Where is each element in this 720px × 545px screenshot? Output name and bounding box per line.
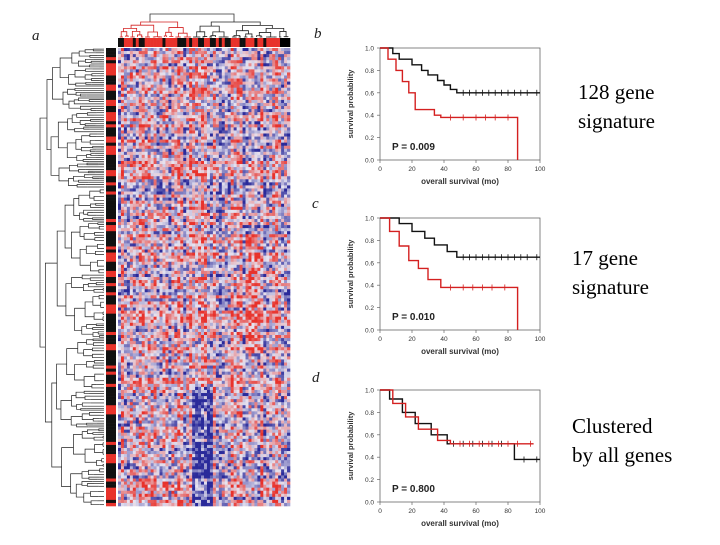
km-plot-d: 0.0 0.2 0.4 0.6 0.8 1.0 0 20 40 60 80 100 overall su… bbox=[336, 382, 546, 542]
x-tick-label: 0 bbox=[378, 166, 382, 173]
y-tick-label: 0.2 bbox=[365, 477, 374, 484]
km-chart-b: 0.0 0.2 0.4 0.6 0.8 1.0 0 20 40 60 80 100 overall su… bbox=[336, 40, 546, 195]
x-tick-label: 20 bbox=[408, 336, 416, 343]
x-tick-label: 100 bbox=[535, 508, 546, 515]
y-tick-label: 0.0 bbox=[365, 328, 374, 335]
y-tick-label: 0.8 bbox=[365, 238, 374, 245]
x-axis-label: overall survival (mo) bbox=[421, 347, 499, 356]
x-tick-label: 60 bbox=[472, 166, 480, 173]
sample-annotation-bar bbox=[118, 38, 290, 47]
y-tick-label: 0.0 bbox=[365, 500, 374, 507]
x-tick-label: 0 bbox=[378, 508, 382, 515]
x-tick-label: 100 bbox=[535, 166, 546, 173]
caption-c-line-1: 17 gene bbox=[572, 244, 649, 273]
x-axis-label: overall survival (mo) bbox=[421, 519, 499, 528]
y-axis-label: survival probability bbox=[346, 69, 355, 139]
caption-b-line-1: 128 gene bbox=[578, 78, 655, 107]
x-tick-label: 40 bbox=[440, 166, 448, 173]
km-plot-b: 0.0 0.2 0.4 0.6 0.8 1.0 0 20 40 60 80 100 overall su… bbox=[336, 40, 546, 200]
y-tick-label: 0.4 bbox=[365, 455, 374, 462]
x-tick-label: 20 bbox=[408, 508, 416, 515]
y-tick-label: 1.0 bbox=[365, 46, 374, 53]
caption-b: 128 gene signature bbox=[578, 78, 655, 136]
x-axis-label: overall survival (mo) bbox=[421, 177, 499, 186]
caption-c-line-2: signature bbox=[572, 273, 649, 302]
y-tick-label: 0.6 bbox=[365, 260, 374, 267]
x-tick-label: 0 bbox=[378, 336, 382, 343]
caption-b-line-2: signature bbox=[578, 107, 655, 136]
y-tick-label: 0.6 bbox=[365, 90, 374, 97]
gene-annotation-bar bbox=[106, 48, 116, 506]
y-tick-label: 1.0 bbox=[365, 216, 374, 223]
heatmap-figure bbox=[0, 0, 330, 540]
x-tick-label: 100 bbox=[535, 336, 546, 343]
heatmap-svg bbox=[0, 0, 330, 540]
x-tick-label: 60 bbox=[472, 336, 480, 343]
y-tick-label: 1.0 bbox=[365, 388, 374, 395]
km-chart-c: 0.0 0.2 0.4 0.6 0.8 1.0 0 20 40 60 80 100 overall su… bbox=[336, 210, 546, 365]
y-tick-label: 0.2 bbox=[365, 305, 374, 312]
caption-d-line-2: by all genes bbox=[572, 441, 672, 470]
x-tick-label: 20 bbox=[408, 166, 416, 173]
y-tick-label: 0.0 bbox=[365, 158, 374, 165]
caption-d-line-1: Clustered bbox=[572, 412, 672, 441]
y-tick-label: 0.2 bbox=[365, 135, 374, 142]
y-axis-label: survival probability bbox=[346, 411, 355, 481]
x-tick-label: 40 bbox=[440, 508, 448, 515]
km-plot-c: 0.0 0.2 0.4 0.6 0.8 1.0 0 20 40 60 80 100 overall su… bbox=[336, 210, 546, 370]
y-axis-label: survival probability bbox=[346, 239, 355, 309]
x-tick-label: 80 bbox=[504, 166, 512, 173]
y-tick-label: 0.4 bbox=[365, 113, 374, 120]
y-tick-label: 0.4 bbox=[365, 283, 374, 290]
caption-c: 17 gene signature bbox=[572, 244, 649, 302]
km-chart-d: 0.0 0.2 0.4 0.6 0.8 1.0 0 20 40 60 80 100 overall su… bbox=[336, 382, 546, 537]
y-tick-label: 0.8 bbox=[365, 410, 374, 417]
x-tick-label: 60 bbox=[472, 508, 480, 515]
p-value-label: P = 0.010 bbox=[392, 312, 435, 323]
p-value-label: P = 0.009 bbox=[392, 142, 435, 153]
x-tick-label: 80 bbox=[504, 508, 512, 515]
gene-dendrogram bbox=[40, 49, 104, 505]
sample-dendrogram bbox=[120, 14, 288, 37]
p-value-label: P = 0.800 bbox=[392, 484, 435, 495]
heatmap-matrix bbox=[118, 48, 290, 506]
y-tick-label: 0.8 bbox=[365, 68, 374, 75]
caption-d: Clustered by all genes bbox=[572, 412, 672, 470]
y-tick-label: 0.6 bbox=[365, 432, 374, 439]
x-tick-label: 40 bbox=[440, 336, 448, 343]
x-tick-label: 80 bbox=[504, 336, 512, 343]
